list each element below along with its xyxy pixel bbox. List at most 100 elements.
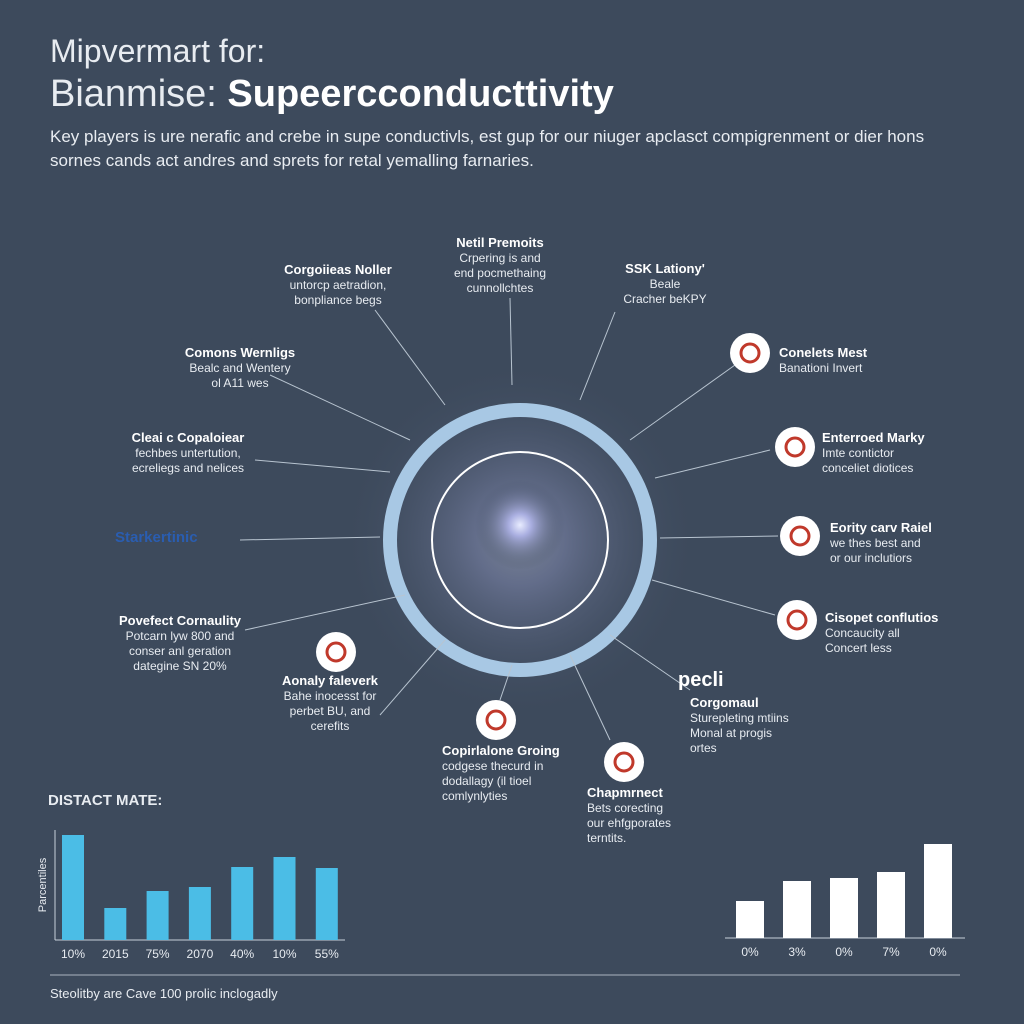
x-tick-label: 2015 (102, 947, 129, 961)
core (475, 480, 565, 570)
x-tick-label: 0% (929, 945, 947, 959)
node-text: Bahe inocesst for (284, 689, 377, 703)
node-title: Corgoiieas Noller (284, 262, 392, 277)
bar (231, 867, 254, 940)
connector (239, 536, 381, 541)
node-title: Enterroed Marky (822, 430, 925, 445)
node-text: cerefits (311, 719, 350, 733)
connector (651, 579, 776, 616)
connector (659, 535, 779, 539)
node-text: ol A11 wes (211, 376, 268, 390)
node-title: Povefect Cornaulity (119, 613, 242, 628)
node-title: Eority carv Raiel (830, 520, 932, 535)
node-text: dategine SN 20% (133, 659, 227, 673)
node-text: Monal at progis (690, 726, 772, 740)
node-text: fechbes untertution, (135, 446, 240, 460)
subtitle: sornes cands act andres and sprets for r… (50, 151, 534, 170)
node-title: Cisopet conflutios (825, 610, 938, 625)
node-icon-mark (784, 436, 806, 458)
title-line: Mipvermart for: (50, 33, 265, 69)
node-text: our ehfgporates (587, 816, 671, 830)
connector (579, 311, 616, 401)
node-icon (604, 742, 644, 782)
node-text: ortes (690, 741, 717, 755)
node-text: conceliet diotices (822, 461, 913, 475)
bar (783, 881, 811, 938)
node-icon-mark (789, 525, 811, 547)
node-text: Bealc and Wentery (189, 361, 290, 375)
node-text: Imte contictor (822, 446, 894, 460)
node-text: Potcarn lyw 800 and (126, 629, 235, 643)
node-text: codgese thecurd in (442, 759, 543, 773)
node-text: terntits. (587, 831, 626, 845)
node-title: Comons Wernligs (185, 345, 295, 360)
connector (254, 459, 391, 473)
bar (146, 891, 169, 940)
x-tick-label: 75% (146, 947, 170, 961)
node-text: ecreliegs and nelices (132, 461, 244, 475)
bar (924, 844, 952, 938)
title-prefix: Bianmise: (50, 73, 217, 115)
node-text: Bets corecting (587, 801, 663, 815)
node-title: SSK Lationy' (625, 261, 705, 276)
node-text: perbet BU, and (290, 704, 371, 718)
connector (374, 309, 446, 406)
node-icon (775, 427, 815, 467)
node-text: comlynlyties (442, 789, 507, 803)
node-text: Banationi Invert (779, 361, 863, 375)
title-line: Bianmise: Supeercconducttivity (50, 73, 614, 115)
node-text: cunnollchtes (467, 281, 534, 295)
x-tick-label: 10% (61, 947, 85, 961)
node-icon-mark (739, 342, 761, 364)
section-title: DISTACT MATE: (48, 792, 162, 809)
bar (315, 868, 338, 940)
connector (379, 639, 446, 716)
y-axis-label: Parcentiles (37, 857, 49, 912)
node-icon (730, 333, 770, 373)
node-icon-mark (786, 609, 808, 631)
x-tick-label: 40% (230, 947, 254, 961)
node-text: Concaucity all (825, 626, 900, 640)
node-text: Crpering is and (459, 251, 540, 265)
bar (188, 887, 211, 940)
title-emphasis: Supeercconducttivity (227, 73, 613, 115)
node-text: Beale (650, 277, 681, 291)
connector (609, 634, 691, 691)
bar (830, 878, 858, 938)
node-text: or our inclutiors (830, 551, 912, 565)
node-text: conser anl geration (129, 644, 231, 658)
x-tick-label: 0% (835, 945, 853, 959)
connector (244, 594, 406, 631)
node-icon (780, 516, 820, 556)
node-icon (476, 700, 516, 740)
node-title: Cleai c Copaloiear (132, 430, 245, 445)
connector (569, 654, 611, 741)
bar (273, 857, 296, 940)
node-logo: pecli (678, 669, 724, 691)
x-tick-label: 2070 (187, 947, 214, 961)
node-text: Sturepleting mtiins (690, 711, 789, 725)
node-text: Cracher beKPY (623, 292, 706, 306)
node-logo: Starkertinic (115, 529, 198, 546)
connector (629, 364, 736, 441)
x-tick-label: 7% (882, 945, 900, 959)
node-icon-mark (613, 751, 635, 773)
node-text: untorcp aetradion, (290, 278, 387, 292)
x-tick-label: 3% (788, 945, 806, 959)
node-title: Conelets Mest (779, 345, 868, 360)
subtitle: Key players is ure nerafic and crebe in … (50, 127, 924, 146)
bar (104, 908, 127, 940)
connector (654, 449, 771, 479)
node-icon (777, 600, 817, 640)
bar (877, 872, 905, 938)
node-icon-mark (325, 641, 347, 663)
connector (499, 664, 513, 701)
x-tick-label: 10% (272, 947, 296, 961)
bar (736, 901, 764, 938)
x-tick-label: 55% (315, 947, 339, 961)
node-icon-mark (485, 709, 507, 731)
node-title: Netil Premoits (456, 235, 543, 250)
node-text: dodallagy (il tioel (442, 774, 531, 788)
connector (509, 297, 513, 386)
